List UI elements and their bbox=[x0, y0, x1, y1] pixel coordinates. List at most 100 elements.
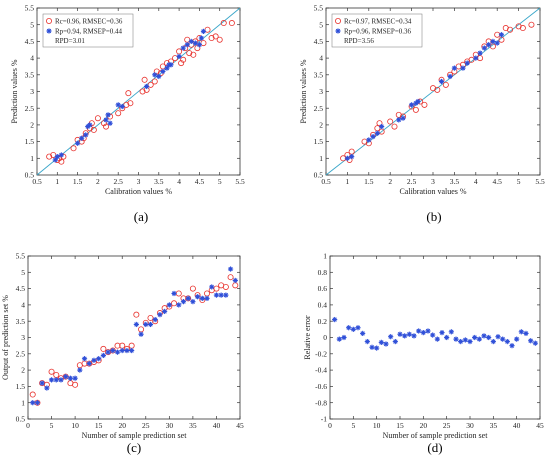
series1-point bbox=[133, 311, 140, 318]
prediction-point bbox=[83, 132, 89, 138]
y-tick-label: 3.5 bbox=[25, 70, 35, 79]
relative-error-point bbox=[504, 338, 510, 345]
y-tick-label: 2.5 bbox=[16, 349, 26, 358]
x-tick-label: 10 bbox=[373, 421, 381, 430]
series2-point-stroke bbox=[190, 299, 196, 304]
series2-point bbox=[86, 360, 92, 367]
series2-point bbox=[48, 377, 55, 383]
legend-box bbox=[331, 13, 423, 48]
calibration-point bbox=[186, 50, 193, 57]
x-tick-label: 0 bbox=[328, 421, 332, 430]
y-tick-label: 0.5 bbox=[16, 415, 26, 424]
prediction-point bbox=[344, 155, 350, 161]
legend: Rc=0.96, RMSEC=0.36 Rp=0.94, RMSEP=0.44RP… bbox=[42, 13, 134, 48]
prediction-point-stroke bbox=[400, 116, 406, 121]
relative-error-point-stroke bbox=[430, 332, 435, 338]
series2-point bbox=[157, 312, 163, 318]
y-tick-label: -0.6 bbox=[315, 382, 327, 391]
prediction-point bbox=[460, 65, 466, 71]
y-tick-label: 0 bbox=[323, 333, 327, 342]
series2-point-stroke bbox=[54, 377, 59, 383]
prediction-point bbox=[200, 28, 207, 34]
x-axis-label: Number of sample prediction set bbox=[82, 431, 188, 440]
series2-point-stroke bbox=[167, 302, 172, 308]
y-tick-label: 0.6 bbox=[318, 284, 328, 293]
x-tick-label: 2.5 bbox=[407, 177, 417, 186]
legend-box bbox=[42, 13, 134, 48]
legend-label-calibration: Rc=0.97, RMSEC=0.34 bbox=[344, 18, 412, 26]
y-tick-label: 5 bbox=[21, 268, 25, 277]
series1-point bbox=[29, 391, 36, 398]
prediction-point-stroke bbox=[105, 112, 111, 118]
series2-point bbox=[114, 349, 121, 355]
legend-asterisk-marker-stroke bbox=[46, 28, 52, 34]
series2-point-stroke bbox=[223, 292, 229, 298]
y-tick-label: 5 bbox=[30, 20, 34, 29]
series2-point-stroke bbox=[171, 291, 177, 296]
series2-point bbox=[213, 292, 220, 298]
prediction-point-stroke bbox=[197, 42, 202, 47]
prediction-point bbox=[498, 32, 505, 38]
prediction-point bbox=[438, 78, 445, 85]
x-tick-label: 4 bbox=[474, 177, 478, 186]
prediction-point-stroke bbox=[53, 157, 58, 163]
relative-error-point bbox=[364, 338, 370, 345]
x-tick-label: 1.5 bbox=[73, 177, 83, 186]
calibration-point bbox=[60, 153, 67, 160]
prediction-point-stroke bbox=[168, 62, 174, 67]
relative-error-point bbox=[341, 334, 347, 341]
legend-annotation-rpd: RPD=3.56 bbox=[344, 37, 374, 45]
x-tick-label: 3.5 bbox=[450, 177, 460, 186]
series2-point bbox=[180, 299, 187, 305]
relative-error-point-stroke bbox=[495, 334, 501, 339]
series1-point bbox=[53, 371, 60, 378]
calibration-point bbox=[103, 123, 110, 130]
series2-point-stroke bbox=[49, 377, 54, 383]
prediction-point-stroke bbox=[490, 39, 496, 44]
series2-point bbox=[77, 367, 83, 373]
series2-point-stroke bbox=[181, 299, 186, 304]
prediction-point-stroke bbox=[75, 141, 80, 146]
calibration-point bbox=[127, 100, 134, 107]
series2-point bbox=[67, 375, 73, 381]
series2-point-stroke bbox=[39, 380, 45, 386]
prediction-point bbox=[188, 38, 194, 44]
relative-error-point-stroke bbox=[351, 327, 356, 332]
prediction-point-stroke bbox=[499, 32, 504, 37]
y-tick-label: -0.4 bbox=[315, 366, 327, 375]
x-tick-label: 35 bbox=[189, 421, 197, 430]
prediction-point bbox=[75, 140, 81, 146]
y-tick-label: 3.5 bbox=[16, 317, 26, 326]
y-axis-label: Prediction values % bbox=[299, 59, 308, 123]
prediction-point-stroke bbox=[465, 60, 470, 66]
series2-point-stroke bbox=[120, 348, 125, 353]
relative-error-point-stroke bbox=[402, 333, 407, 339]
prediction-point bbox=[451, 65, 457, 71]
y-tick-label: 2 bbox=[319, 121, 323, 130]
prediction-point bbox=[176, 53, 182, 60]
relative-error-point-stroke bbox=[509, 343, 515, 348]
series2-point bbox=[124, 347, 130, 354]
x-tick-label: 5.5 bbox=[235, 177, 245, 186]
legend-circle-marker bbox=[334, 17, 341, 24]
calibration-point bbox=[442, 81, 449, 88]
series1-point bbox=[204, 290, 211, 297]
series1-point bbox=[189, 285, 196, 292]
relative-error-point-stroke bbox=[472, 335, 477, 340]
relative-error-point bbox=[425, 328, 431, 334]
x-tick-label: 40 bbox=[513, 421, 521, 430]
series2-point-stroke bbox=[185, 296, 191, 301]
y-tick-label: 2 bbox=[21, 366, 25, 375]
calibration-point bbox=[90, 126, 97, 133]
relative-error-point bbox=[406, 331, 412, 337]
prediction-point-stroke bbox=[79, 136, 84, 141]
series2-point-stroke bbox=[58, 377, 64, 383]
series2-point bbox=[30, 400, 36, 406]
relative-error-point-stroke bbox=[444, 335, 449, 340]
prediction-point bbox=[196, 42, 202, 48]
prediction-point bbox=[400, 115, 406, 121]
relative-error-point-stroke bbox=[458, 339, 463, 344]
legend-label-calibration: Rc=0.96, RMSEC=0.36 bbox=[55, 18, 123, 26]
series2-point-stroke bbox=[124, 348, 130, 353]
legend-annotation-rpd: RPD=3.01 bbox=[55, 37, 85, 45]
